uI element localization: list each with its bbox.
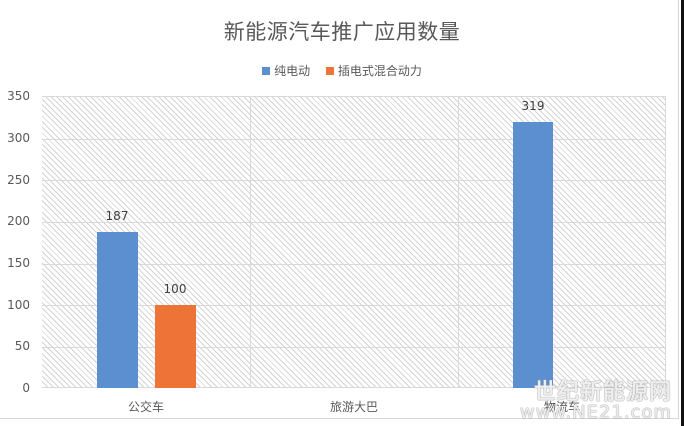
gridline (42, 180, 665, 181)
y-tick: 0 (22, 381, 30, 395)
legend-label: 插电式混合动力 (337, 64, 422, 78)
legend-item-pure-electric: 纯电动 (262, 62, 310, 79)
bar-bus-hybrid (155, 305, 196, 388)
category-divider (250, 97, 251, 388)
data-label: 319 (521, 99, 545, 113)
bar-logistics-electric (513, 122, 553, 388)
watermark: 世纪新能源网 www.NE21.com (520, 382, 672, 422)
legend-swatch-icon (262, 66, 271, 75)
y-tick: 50 (14, 339, 30, 353)
gridline (42, 305, 665, 306)
category-divider (458, 97, 459, 388)
watermark-name: 世纪新能源网 (533, 380, 672, 405)
x-tick: 公交车 (127, 400, 164, 414)
legend-swatch-icon (325, 66, 334, 75)
y-tick: 100 (7, 298, 30, 312)
y-tick: 300 (7, 131, 30, 145)
gridline (42, 347, 665, 348)
gridline (42, 139, 665, 140)
window-edge (681, 0, 684, 426)
legend-item-plugin-hybrid: 插电式混合动力 (325, 62, 422, 79)
gridline (42, 264, 665, 265)
x-axis-line (42, 387, 665, 388)
legend-label: 纯电动 (274, 64, 311, 78)
y-tick: 250 (7, 173, 30, 187)
x-tick: 物流车 (543, 400, 580, 414)
watermark-url: www.NE21.com (519, 402, 672, 423)
legend: 纯电动 插电式混合动力 (0, 62, 684, 79)
data-label: 100 (163, 282, 187, 296)
y-tick: 350 (7, 89, 30, 103)
y-tick: 150 (7, 256, 30, 270)
chart-title: 新能源汽车推广应用数量 (223, 20, 461, 44)
x-tick: 旅游大巴 (329, 400, 378, 414)
data-label: 187 (105, 209, 129, 223)
gridline (42, 222, 665, 223)
plot-area: 187 100 319 (42, 96, 666, 388)
y-tick: 200 (7, 214, 30, 228)
bar-bus-electric (97, 232, 138, 388)
